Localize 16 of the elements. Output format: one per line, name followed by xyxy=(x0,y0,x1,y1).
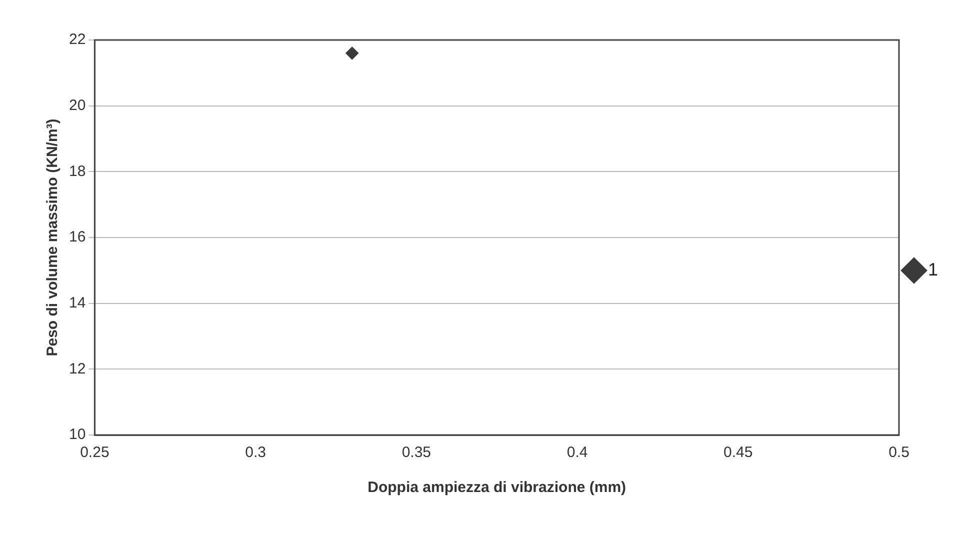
x-axis-title: Doppia ampiezza di vibrazione (mm) xyxy=(368,479,626,496)
y-tick-label: 16 xyxy=(68,228,86,246)
y-tick-label: 18 xyxy=(68,162,86,180)
x-tick-label: 0.4 xyxy=(566,444,588,462)
x-tick-label: 0.5 xyxy=(888,444,910,462)
legend-label: 1 xyxy=(928,259,938,280)
y-tick-label: 20 xyxy=(68,96,86,114)
y-tick-label: 10 xyxy=(68,426,86,444)
x-tick-label: 0.45 xyxy=(724,444,753,462)
y-tick-label: 12 xyxy=(68,360,86,378)
y-axis-title: Peso di volume massimo (KN/m³) xyxy=(44,118,62,356)
x-tick-label: 0.3 xyxy=(245,444,266,462)
y-tick-label: 22 xyxy=(68,31,86,48)
x-tick-label: 0.35 xyxy=(402,444,432,462)
y-tick-label: 14 xyxy=(68,294,86,312)
x-tick-label: 0.25 xyxy=(80,444,110,462)
